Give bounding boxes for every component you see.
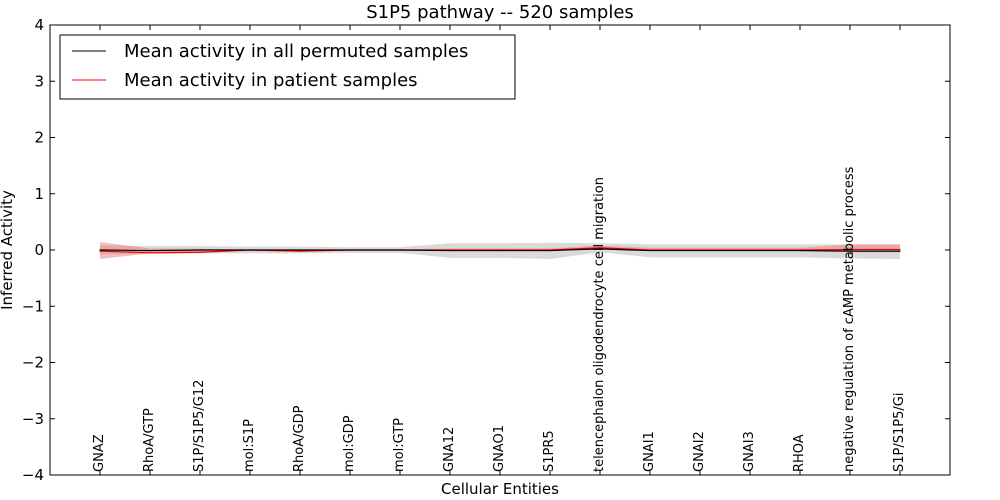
category-label-0: GNAZ: [92, 434, 107, 472]
y-tick-label-5: −1: [22, 297, 44, 315]
category-label-8: GNAO1: [492, 425, 507, 472]
category-label-1: RhoA/GTP: [142, 408, 157, 472]
point-series-0-14: [799, 249, 801, 252]
point-series-0-0: [99, 249, 101, 251]
x-axis-title: Cellular Entities: [441, 480, 559, 498]
point-series-1-1: [149, 252, 151, 254]
point-series-1-15: [849, 248, 851, 251]
point-series-0-9: [549, 249, 551, 252]
category-label-16: S1P/S1P5/Gi: [892, 393, 907, 472]
category-label-3: mol:S1P: [242, 419, 257, 472]
category-label-6: mol:GTP: [392, 418, 407, 472]
legend-box: [59, 34, 516, 100]
y-axis-ticks: 4 3 2 1 0 −1 −2 −3 −4: [22, 16, 950, 484]
y-axis-title: Inferred Activity: [0, 190, 16, 310]
category-label-4: RhoA/GDP: [292, 405, 307, 472]
category-label-15: negative regulation of cAMP metabolic pr…: [842, 166, 857, 472]
point-series-1-4: [299, 250, 301, 252]
category-label-7: GNA12: [442, 427, 457, 472]
y-tick-label-8: −4: [22, 466, 44, 484]
y-tick-label-1: 3: [34, 72, 44, 90]
point-series-0-3: [249, 249, 251, 251]
point-series-0-11: [649, 249, 651, 252]
legend-label-permuted: Mean activity in all permuted samples: [124, 41, 468, 62]
point-series-0-16: [899, 250, 901, 252]
category-label-5: mol:GDP: [342, 415, 357, 472]
point-series-0-15: [849, 250, 851, 252]
legend: Mean activity in all permuted samples Me…: [59, 34, 516, 100]
y-tick-label-6: −2: [22, 354, 44, 372]
point-series-1-10: [599, 247, 601, 249]
legend-label-patient: Mean activity in patient samples: [124, 70, 418, 91]
category-label-9: S1PR5: [542, 430, 557, 472]
category-label-11: GNAI1: [642, 431, 657, 472]
chart-title: S1P5 pathway -- 520 samples: [366, 2, 634, 23]
x-axis-ticks: [99, 25, 901, 475]
point-series-0-8: [499, 249, 501, 252]
point-series-1-2: [199, 251, 201, 253]
point-series-0-13: [749, 249, 751, 252]
point-series-0-4: [299, 249, 301, 251]
point-series-0-5: [349, 249, 351, 251]
category-label-14: RHOA: [792, 434, 807, 472]
category-labels: GNAZ RhoA/GTP S1P/S1P5/G12 mol:S1P RhoA/GDP m…: [92, 166, 907, 472]
point-series-0-6: [399, 249, 401, 251]
y-tick-label-3: 1: [34, 185, 44, 203]
series-lines: [99, 247, 901, 254]
category-label-13: GNAI3: [742, 431, 757, 472]
point-series-0-2: [199, 249, 201, 251]
point-series-0-12: [699, 249, 701, 252]
point-series-0-1: [149, 249, 151, 252]
category-label-10: telencephalon oligodendrocyte cell migra…: [592, 177, 607, 472]
category-label-12: GNAI2: [692, 431, 707, 472]
y-tick-label-0: 4: [34, 16, 44, 34]
point-series-1-0: [99, 250, 101, 252]
point-series-1-16: [899, 248, 901, 251]
point-series-0-7: [449, 249, 451, 252]
category-label-2: S1P/S1P5/G12: [192, 380, 207, 472]
y-tick-label-7: −3: [22, 410, 44, 428]
y-tick-label-2: 2: [34, 129, 44, 147]
y-tick-label-4: 0: [34, 241, 44, 259]
point-series-0-10: [599, 248, 601, 250]
